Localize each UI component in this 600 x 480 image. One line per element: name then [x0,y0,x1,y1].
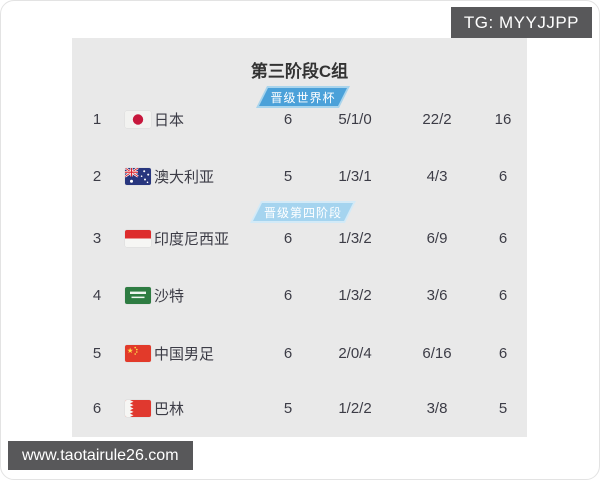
matches-played: 6 [283,229,293,247]
group-title: 第三阶段C组 [250,62,349,81]
qualify-world-cup-badge: 晋级世界杯 [256,86,350,108]
matches-played: 5 [283,167,293,185]
table-row-china: 5 中国男足 6 2/0/4 6/16 6 [72,342,527,364]
australia-flag-icon [125,167,151,185]
win-draw-loss: 1/3/2 [338,286,372,304]
japan-flag-icon [125,110,151,128]
points: 16 [494,110,512,128]
win-draw-loss: 1/3/1 [338,167,372,185]
win-draw-loss: 1/3/2 [338,229,372,247]
team-name: 澳大利亚 [154,168,215,186]
team-name: 印度尼西亚 [154,230,230,248]
win-draw-loss: 2/0/4 [338,344,372,362]
goals-for-against: 6/9 [426,229,448,247]
saudi-arabia-flag-icon [125,286,151,304]
points: 6 [498,286,508,304]
advance-fourth-stage-label: 晋级第四阶段 [253,203,353,221]
rank: 5 [92,344,102,362]
rank: 2 [92,167,102,185]
china-flag-icon [125,344,151,362]
matches-played: 6 [283,286,293,304]
table-row-japan: 1 日本 6 5/1/0 22/2 16 [72,108,527,130]
table-row-indonesia: 3 印度尼西亚 6 1/3/2 6/9 6 [72,227,527,249]
goals-for-against: 22/2 [422,110,452,128]
matches-played: 6 [283,110,293,128]
standings-card: 第三阶段C组 晋级世界杯 1 日本 6 5/1/0 22/2 16 2 澳大利亚… [72,38,527,437]
points: 6 [498,229,508,247]
website-watermark: www.taotairule26.com [8,441,193,470]
points: 5 [498,399,508,417]
team-name: 巴林 [154,400,185,418]
rank: 3 [92,229,102,247]
qualify-world-cup-label: 晋级世界杯 [259,88,347,106]
team-name: 日本 [154,111,185,129]
tg-contact-watermark: TG: MYYJJPP [450,7,592,38]
team-name: 沙特 [154,287,185,305]
team-name: 中国男足 [154,345,215,363]
goals-for-against: 3/8 [426,399,448,417]
rank: 6 [92,399,102,417]
table-row-australia: 2 澳大利亚 5 1/3/1 4/3 6 [72,165,527,187]
indonesia-flag-icon [125,229,151,247]
goals-for-against: 3/6 [426,286,448,304]
table-row-saudi: 4 沙特 6 1/3/2 3/6 6 [72,284,527,306]
rank: 4 [92,286,102,304]
rank: 1 [92,110,102,128]
website-url-text: www.taotairule26.com [22,446,179,464]
win-draw-loss: 5/1/0 [338,110,372,128]
points: 6 [498,167,508,185]
goals-for-against: 6/16 [422,344,452,362]
goals-for-against: 4/3 [426,167,448,185]
advance-fourth-stage-badge: 晋级第四阶段 [250,201,356,223]
bahrain-flag-icon [125,399,151,417]
matches-played: 5 [283,399,293,417]
tg-contact-text: TG: MYYJJPP [463,12,579,32]
win-draw-loss: 1/2/2 [338,399,372,417]
table-row-bahrain: 6 巴林 5 1/2/2 3/8 5 [72,397,527,419]
points: 6 [498,344,508,362]
matches-played: 6 [283,344,293,362]
